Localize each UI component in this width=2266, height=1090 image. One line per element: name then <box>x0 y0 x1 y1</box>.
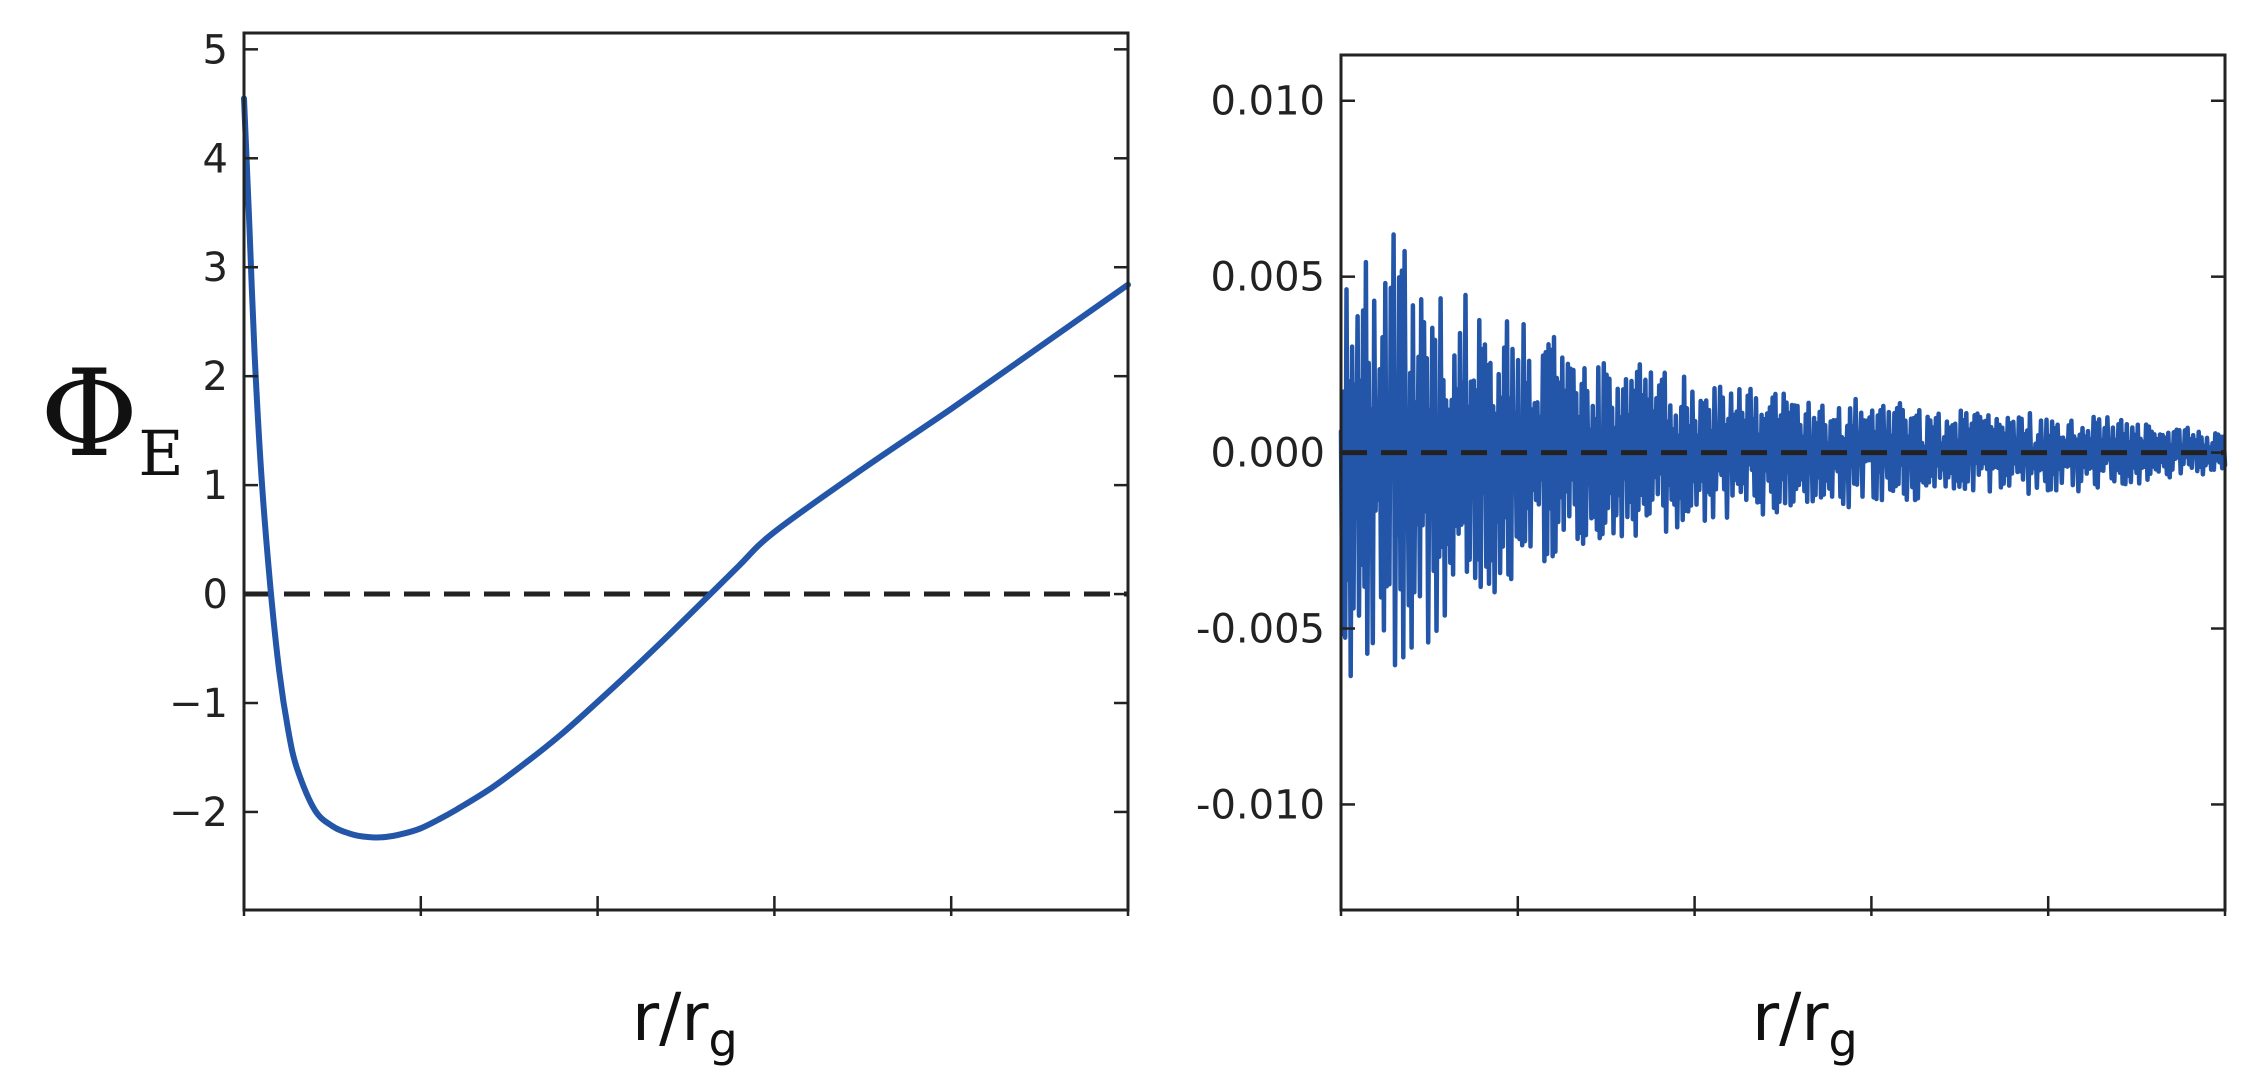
right-series <box>1338 232 2228 679</box>
right-x-axis-label-sub: g <box>1829 1013 1858 1067</box>
left-x-axis-label-sub: g <box>709 1013 738 1067</box>
left-ytick-label: 5 <box>203 27 228 73</box>
right-x-axis-label-main: r/r <box>1752 979 1829 1056</box>
right-ytick-label: 0.010 <box>1210 79 1325 125</box>
right-series-line <box>1338 232 2228 679</box>
right-ytick-label: -0.010 <box>1196 782 1325 828</box>
left-chart: −2 −1 0 1 2 3 4 5 ΦE r/rg <box>40 27 1131 1067</box>
left-y-axis-label-main: Φ <box>40 345 138 484</box>
right-x-axis-label: r/rg <box>1752 979 1858 1067</box>
left-series-line <box>241 95 1131 841</box>
right-ticks <box>1339 99 2227 916</box>
left-y-axis-label: ΦE <box>40 345 184 490</box>
right-ytick-labels: -0.010 -0.005 0.000 0.005 0.010 <box>1196 79 1325 829</box>
right-axes-frame <box>1339 53 2227 912</box>
right-ytick-label: 0.005 <box>1210 255 1325 301</box>
left-ytick-label: −1 <box>169 681 228 727</box>
left-series <box>241 95 1131 841</box>
right-ytick-label: -0.005 <box>1196 607 1325 653</box>
left-axes-frame <box>242 31 1130 912</box>
right-ytick-label: 0.000 <box>1210 431 1325 477</box>
left-ticks <box>242 48 1130 916</box>
left-ytick-label: 3 <box>203 245 228 291</box>
right-chart: -0.010 -0.005 0.000 0.005 0.010 r/rg <box>1196 53 2228 1067</box>
left-ytick-labels: −2 −1 0 1 2 3 4 5 <box>169 27 228 836</box>
left-x-axis-label: r/rg <box>632 979 738 1067</box>
left-ytick-label: 4 <box>203 136 228 182</box>
left-ytick-label: 0 <box>203 572 228 618</box>
left-x-axis-label-main: r/r <box>632 979 709 1056</box>
left-ytick-label: 1 <box>203 463 228 509</box>
left-y-axis-label-sub: E <box>138 417 183 490</box>
left-ytick-label: 2 <box>203 354 228 400</box>
left-ytick-label: −2 <box>169 790 228 836</box>
